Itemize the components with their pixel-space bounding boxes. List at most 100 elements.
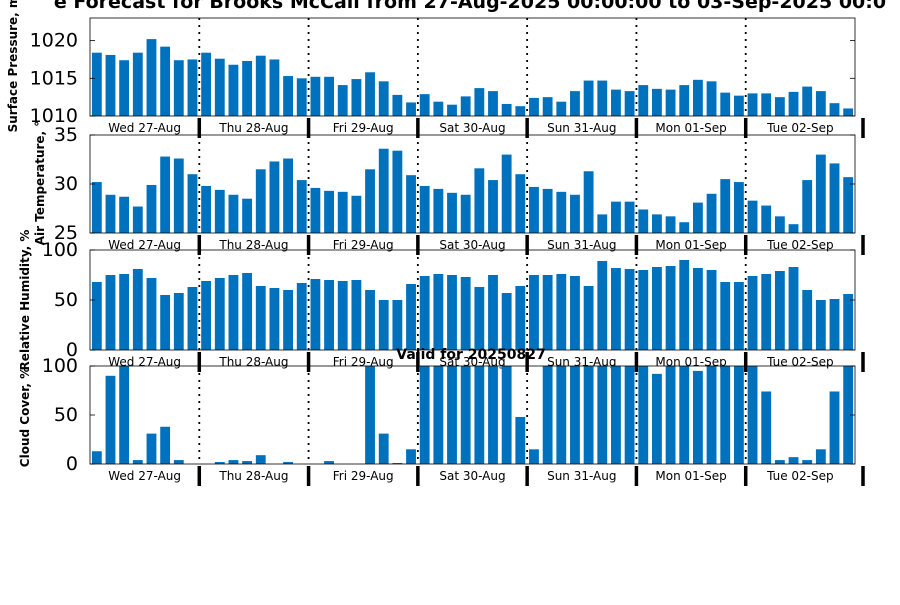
pressure-bar [337,85,348,116]
cloud-bar [460,366,471,464]
cloud-bar [447,366,457,464]
humidity-day-label: Sun 31-Aug [547,355,616,369]
temperature-bar [419,185,430,233]
temperature-bar [802,180,813,233]
humidity-bar [638,270,649,350]
temperature-bar [501,154,512,233]
temperature-bar [474,168,485,233]
pressure-day-label: Thu 28-Aug [218,121,288,135]
humidity-bar [474,287,485,350]
cloud-bar [802,460,813,464]
humidity-bar [583,286,594,350]
pressure-bar [556,101,567,116]
pressure-bar [324,76,334,116]
pressure-bar [214,58,225,116]
cloud-bar [132,460,143,464]
pressure-bar [296,78,307,116]
cloud-day-label: Sat 30-Aug [439,469,505,483]
cloud-bar [392,463,403,464]
cloud-bar [501,366,512,464]
pressure-day-label: Fri 29-Aug [333,121,394,135]
humidity-bar [652,267,662,350]
humidity-bar [720,282,731,350]
pressure-bar [843,108,854,116]
pressure-bar [433,101,444,116]
pressure-day-label: Sun 31-Aug [547,121,616,135]
pressure-bar [146,39,157,116]
pressure-bar [501,103,512,116]
humidity-bar [692,268,703,350]
pressure-day-label: Wed 27-Aug [108,121,181,135]
cloud-bar [529,449,539,464]
temperature-bar [638,209,649,233]
humidity-bar [665,266,676,350]
cloud-day-label: Tue 02-Sep [766,469,834,483]
temperature-bar [201,185,212,233]
humidity-day-label: Mon 01-Sep [655,355,726,369]
pressure-day-label: Tue 02-Sep [766,121,834,135]
cloud-bar [105,375,116,464]
temperature-bar [788,224,799,233]
humidity-bar [733,282,744,350]
temperature-bar [515,174,526,233]
pressure-bar [173,60,184,116]
cloud-bar [788,457,799,464]
figure-title: e Forecast for Brooks McCall from 27-Aug… [54,0,886,13]
pressure-day-label: Mon 01-Sep [655,121,726,135]
temperature-bar [406,175,416,233]
cloud-bar [815,449,826,464]
temperature-ytick-label: 25 [54,222,78,244]
humidity-bar [597,261,608,350]
cloud-bar [597,366,608,464]
temperature-bar [132,206,143,233]
humidity-day-label: Tue 02-Sep [766,355,834,369]
pressure-bar [665,89,676,116]
cloud-day-label: Sun 31-Aug [547,469,616,483]
humidity-bar [761,274,772,350]
pressure-ytick-label: 1010 [30,105,78,127]
pressure-bar [419,94,430,116]
pressure-bar [351,79,362,116]
humidity-day-label: Sat 30-Aug [439,355,505,369]
temperature-bar [747,200,758,233]
cloud-bar [283,462,293,464]
temperature-bar [378,148,389,233]
temperature-bar [460,194,471,233]
cloud-bar [843,366,854,464]
temperature-bar [761,205,772,233]
temperature-bar [187,174,198,233]
temperature-bar [542,188,553,233]
pressure-bar [365,72,375,116]
temperature-bar [679,222,690,233]
humidity-day-label: Thu 28-Aug [218,355,288,369]
humidity-bar [406,284,416,350]
pressure-bar [720,92,731,116]
temperature-day-label: Thu 28-Aug [218,238,288,252]
pressure-bar [802,86,813,116]
temperature-bar [774,216,785,233]
temperature-bar [160,156,171,233]
humidity-bar [132,269,143,350]
humidity-bar [624,269,635,350]
humidity-bar [119,274,130,350]
humidity-bar [774,271,785,350]
cloud-bar [583,366,594,464]
pressure-bar [474,88,485,116]
pressure-bar [638,85,649,116]
cloud-bar [706,366,717,464]
pressure-ytick-label: 1020 [30,30,78,52]
temperature-bar [665,216,676,233]
pressure-bar [392,94,403,116]
humidity-bar [269,288,280,350]
pressure-bar [733,95,744,116]
temperature-bar [829,163,840,233]
cloud-ytick-label: 100 [42,355,78,377]
humidity-bar [419,276,430,350]
temperature-bar [556,191,567,233]
cloud-bar [761,391,772,464]
humidity-bar [378,300,389,350]
temperature-bar [720,179,731,233]
cloud-bar [365,366,375,464]
pressure-bar [228,64,239,116]
pressure-axes-box [89,17,856,117]
